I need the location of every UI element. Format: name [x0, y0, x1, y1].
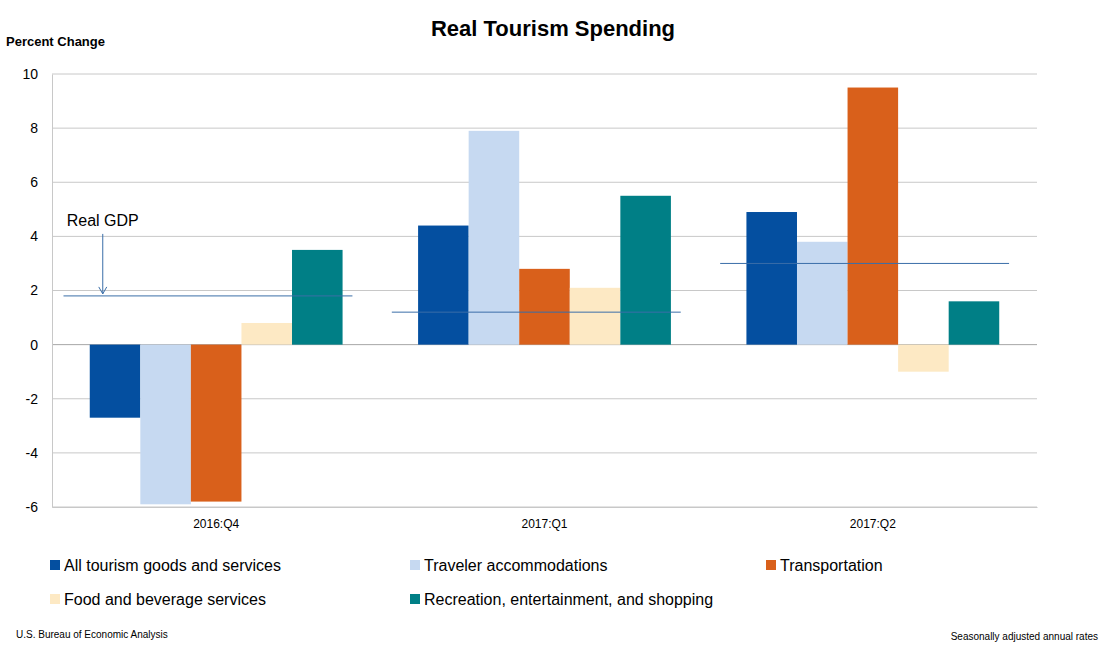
y-tick: 8: [30, 120, 52, 136]
y-axis-line: [52, 75, 53, 508]
y-tick: 2: [30, 282, 52, 298]
y-tick-label: -4: [26, 445, 39, 461]
grid: [52, 74, 1037, 507]
x-axis: 2016:Q4 2017:Q1 2017:Q2: [53, 507, 1038, 531]
y-tick-label: -6: [26, 499, 39, 515]
y-tick: 10: [22, 66, 52, 82]
y-tick: 0: [30, 337, 52, 353]
bar: [241, 323, 292, 345]
x-tick: 2017:Q1: [521, 507, 567, 531]
legend-label: Traveler accommodations: [424, 557, 607, 574]
bar: [90, 345, 141, 418]
bar: [292, 250, 343, 345]
x-axis-line: [53, 507, 1038, 508]
legend-swatch: [50, 594, 60, 604]
annotation-arrow: [102, 234, 103, 294]
legend-swatch: [410, 560, 420, 570]
bar: [191, 345, 242, 502]
legend-label: Transportation: [780, 557, 883, 574]
legend-item: Transportation: [766, 557, 883, 574]
x-tick: 2016:Q4: [193, 507, 239, 531]
reference-line: [63, 295, 352, 296]
y-tick-label: 2: [30, 282, 38, 298]
bar: [949, 301, 1000, 344]
bar: [898, 345, 949, 372]
bar: [418, 226, 469, 345]
bar: [746, 212, 797, 345]
legend-label: Recreation, entertainment, and shopping: [424, 591, 713, 608]
y-tick-label: 0: [30, 337, 38, 353]
legend-item: All tourism goods and services: [50, 557, 281, 574]
title: Real Tourism Spending: [431, 16, 675, 41]
y-tick: 6: [30, 174, 52, 190]
source: U.S. Bureau of Economic Analysis: [16, 629, 168, 640]
bar: [519, 269, 570, 345]
legend-swatch: [766, 560, 776, 570]
legend-label: All tourism goods and services: [64, 557, 281, 574]
y-tick: -6: [26, 499, 52, 515]
legend-item: Traveler accommodations: [410, 557, 607, 574]
x-tick-label: 2016:Q4: [193, 517, 239, 531]
plot-marks: [63, 88, 1009, 505]
bar: [797, 242, 848, 345]
y-axis: -6 -4 -2 0 2 4 6 8 10: [22, 66, 52, 515]
y-tick-label: 10: [22, 66, 38, 82]
annotation-arrowhead: [99, 287, 107, 294]
bar: [570, 288, 621, 345]
bar: [620, 196, 671, 345]
y-tick-label: 8: [30, 120, 38, 136]
annotation: Real GDP: [67, 212, 139, 229]
grid-line: [52, 507, 1037, 508]
bar: [848, 88, 899, 345]
y-tick: -4: [26, 445, 52, 461]
legend-item: Recreation, entertainment, and shopping: [410, 591, 713, 608]
grid-line: [52, 74, 1037, 75]
reference-line: [392, 312, 681, 313]
legend-swatch: [410, 594, 420, 604]
x-tick: 2017:Q2: [850, 507, 896, 531]
y-tick: 4: [30, 228, 52, 244]
chart: -6 -4 -2 0 2 4 6 8 10 2016:Q4 2017:Q1 2017:Q2 Real G…: [0, 0, 1106, 649]
legend: All tourism goods and services Traveler a…: [50, 557, 883, 608]
legend-swatch: [50, 560, 60, 570]
x-tick-label: 2017:Q1: [521, 517, 567, 531]
y-tick-label: 4: [30, 228, 38, 244]
bar: [140, 345, 191, 505]
legend-label: Food and beverage services: [64, 591, 266, 608]
reference-line: [720, 263, 1009, 264]
x-tick-label: 2017:Q2: [850, 517, 896, 531]
y-tick: -2: [26, 391, 52, 407]
y-axis-title: Percent Change: [6, 34, 105, 49]
y-tick-label: 6: [30, 174, 38, 190]
legend-item: Food and beverage services: [50, 591, 266, 608]
note: Seasonally adjusted annual rates: [951, 631, 1098, 642]
y-tick-label: -2: [26, 391, 39, 407]
